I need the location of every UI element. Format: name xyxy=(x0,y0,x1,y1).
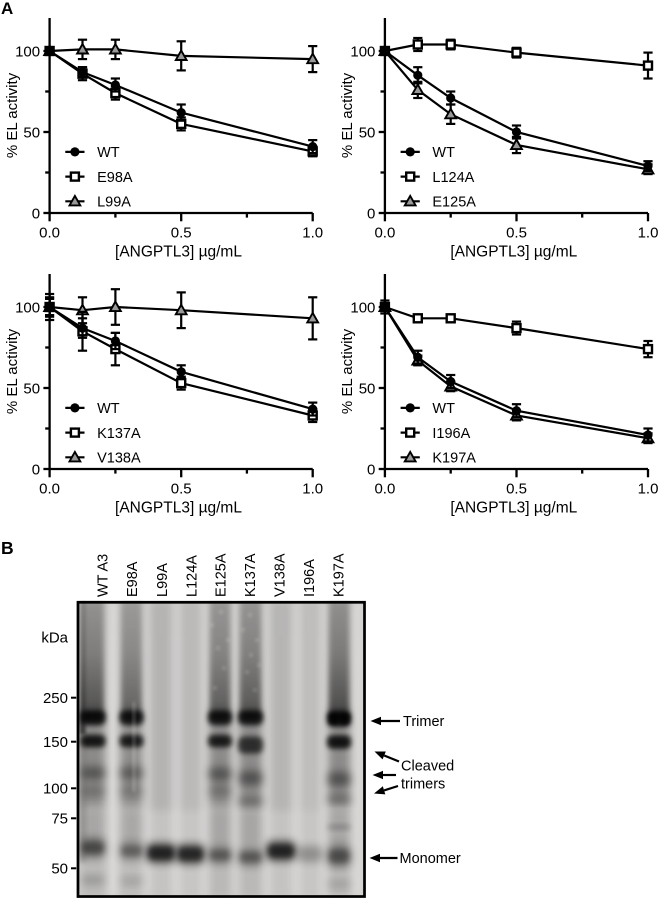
svg-text:0: 0 xyxy=(367,461,375,478)
svg-text:% EL activity: % EL activity xyxy=(4,328,21,414)
svg-text:E125A: E125A xyxy=(214,553,230,597)
svg-text:V138A: V138A xyxy=(97,451,141,467)
svg-text:50: 50 xyxy=(23,380,40,397)
svg-text:1.0: 1.0 xyxy=(302,481,323,498)
svg-text:50: 50 xyxy=(51,861,68,878)
svg-text:kDa: kDa xyxy=(41,629,68,646)
svg-text:0: 0 xyxy=(367,205,375,222)
svg-text:1.0: 1.0 xyxy=(638,225,659,242)
svg-text:K197A: K197A xyxy=(331,553,347,597)
svg-text:WT: WT xyxy=(432,145,455,161)
svg-text:[ANGPTL3] µg/mL: [ANGPTL3] µg/mL xyxy=(450,500,577,517)
svg-text:1.0: 1.0 xyxy=(302,225,323,242)
svg-text:0.5: 0.5 xyxy=(171,481,192,498)
svg-text:0.0: 0.0 xyxy=(374,225,395,242)
svg-text:[ANGPTL3] µg/mL: [ANGPTL3] µg/mL xyxy=(115,500,242,517)
svg-text:100: 100 xyxy=(15,299,40,316)
svg-text:150: 150 xyxy=(43,734,68,751)
svg-text:WT: WT xyxy=(97,145,120,161)
svg-text:E98A: E98A xyxy=(97,170,133,186)
svg-text:250: 250 xyxy=(43,690,68,707)
svg-text:I196A: I196A xyxy=(302,559,318,597)
svg-text:1.0: 1.0 xyxy=(638,481,659,498)
svg-text:trimers: trimers xyxy=(401,777,445,793)
svg-text:100: 100 xyxy=(43,781,68,798)
svg-text:WT: WT xyxy=(432,401,455,417)
svg-text:B: B xyxy=(1,538,14,558)
svg-text:100: 100 xyxy=(350,299,375,316)
svg-text:WT: WT xyxy=(97,401,120,417)
svg-text:V138A: V138A xyxy=(273,553,289,597)
svg-text:% EL activity: % EL activity xyxy=(339,328,356,414)
svg-text:0.0: 0.0 xyxy=(374,481,395,498)
svg-text:A: A xyxy=(1,0,13,18)
svg-text:% EL activity: % EL activity xyxy=(339,72,356,158)
svg-text:Monomer: Monomer xyxy=(400,851,461,867)
svg-text:[ANGPTL3] µg/mL: [ANGPTL3] µg/mL xyxy=(115,244,242,261)
svg-text:K197A: K197A xyxy=(432,451,476,467)
svg-text:I196A: I196A xyxy=(432,426,470,442)
svg-text:% EL activity: % EL activity xyxy=(4,72,21,158)
svg-text:50: 50 xyxy=(23,124,40,141)
svg-text:L99A: L99A xyxy=(155,563,171,597)
svg-text:[ANGPTL3] µg/mL: [ANGPTL3] µg/mL xyxy=(450,244,577,261)
svg-text:100: 100 xyxy=(15,43,40,60)
svg-text:E98A: E98A xyxy=(125,561,141,597)
svg-text:Trimer: Trimer xyxy=(403,714,445,730)
svg-text:K137A: K137A xyxy=(97,426,141,442)
svg-text:L124A: L124A xyxy=(185,555,201,597)
svg-text:L99A: L99A xyxy=(97,195,131,211)
svg-text:WT A3: WT A3 xyxy=(96,554,112,597)
svg-text:K137A: K137A xyxy=(243,553,259,597)
svg-text:Cleaved: Cleaved xyxy=(401,759,454,775)
svg-text:0.5: 0.5 xyxy=(506,481,527,498)
svg-text:50: 50 xyxy=(359,124,376,141)
svg-text:100: 100 xyxy=(350,43,375,60)
svg-text:0.5: 0.5 xyxy=(171,225,192,242)
svg-text:0.5: 0.5 xyxy=(506,225,527,242)
svg-text:0: 0 xyxy=(32,461,40,478)
svg-text:E125A: E125A xyxy=(432,195,476,211)
svg-text:0.0: 0.0 xyxy=(39,225,60,242)
svg-text:0.0: 0.0 xyxy=(39,481,60,498)
svg-text:50: 50 xyxy=(359,380,376,397)
svg-text:75: 75 xyxy=(51,811,68,828)
svg-text:0: 0 xyxy=(32,205,40,222)
svg-text:L124A: L124A xyxy=(432,170,474,186)
